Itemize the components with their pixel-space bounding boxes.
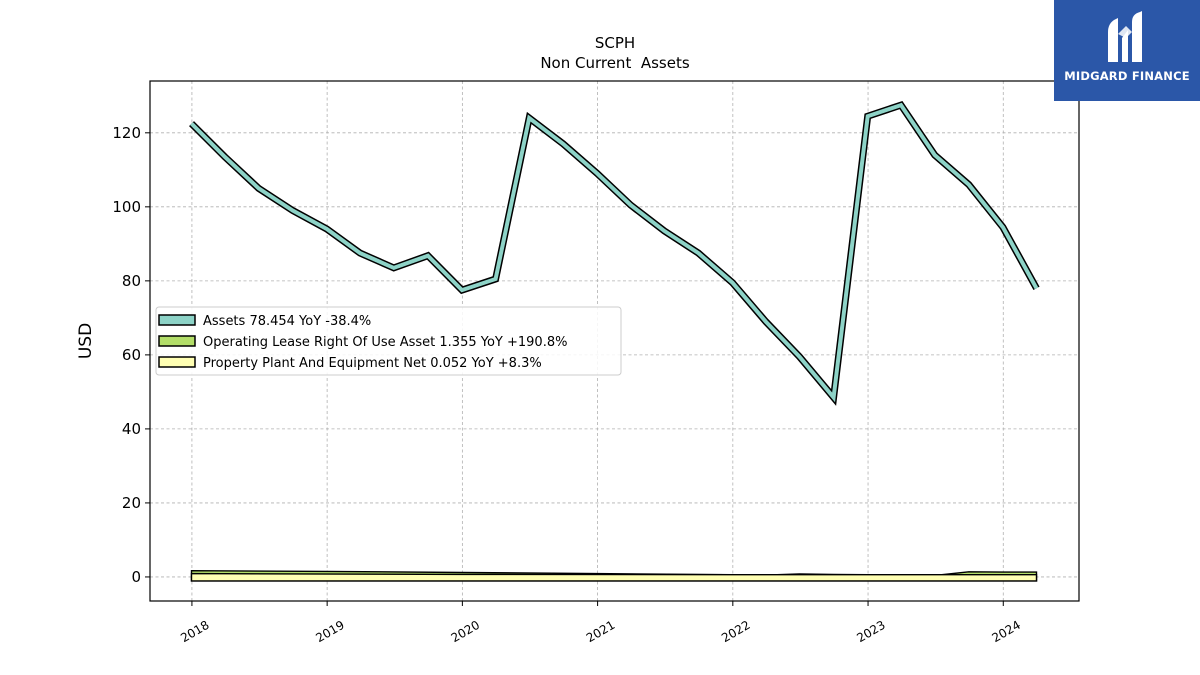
legend-frame xyxy=(155,306,622,376)
y-tick-label: 0 xyxy=(131,568,141,586)
legend-swatch xyxy=(158,356,196,368)
series-line-assets xyxy=(190,102,1039,403)
logo-mark-icon xyxy=(1108,11,1142,62)
y-tick-label: 20 xyxy=(122,494,141,512)
series-area-ppe-net xyxy=(190,572,1038,582)
x-tick-label: 2019 xyxy=(313,618,346,645)
y-tick-label: 40 xyxy=(122,420,141,438)
x-tick-label: 2020 xyxy=(449,618,482,645)
y-axis-label: USD xyxy=(76,323,96,359)
midgard-finance-logo: MIDGARD FINANCE xyxy=(1054,0,1200,101)
legend: Assets 78.454 YoY -38.4% Operating Lease … xyxy=(155,306,622,376)
legend-swatch xyxy=(158,335,196,347)
logo-text: MIDGARD FINANCE xyxy=(1064,69,1190,83)
x-tick-label: 2024 xyxy=(990,618,1023,645)
y-axis: 0 20 40 60 80 100 120 xyxy=(112,124,150,586)
x-tick-label: 2021 xyxy=(584,618,617,645)
y-tick-label: 80 xyxy=(122,272,141,290)
y-tick-label: 120 xyxy=(112,124,141,142)
legend-swatch xyxy=(158,314,196,326)
chart-subtitle: Non Current Assets xyxy=(540,54,690,72)
chart-title: SCPH xyxy=(595,34,635,52)
y-tick-label: 60 xyxy=(122,346,141,364)
x-tick-label: 2023 xyxy=(854,618,887,645)
x-tick-label: 2018 xyxy=(178,618,211,645)
x-axis: 2018 2019 2020 2021 2022 2023 2024 xyxy=(178,601,1023,645)
plot-frame xyxy=(149,80,1080,602)
y-tick-label: 100 xyxy=(112,198,141,216)
legend-entry: Operating Lease Right Of Use Asset 1.355… xyxy=(203,335,567,350)
series-layer xyxy=(189,100,1040,582)
legend-entry: Assets 78.454 YoY -38.4% xyxy=(203,314,371,329)
x-tick-label: 2022 xyxy=(719,618,752,645)
legend-entry: Property Plant And Equipment Net 0.052 Y… xyxy=(203,356,542,371)
